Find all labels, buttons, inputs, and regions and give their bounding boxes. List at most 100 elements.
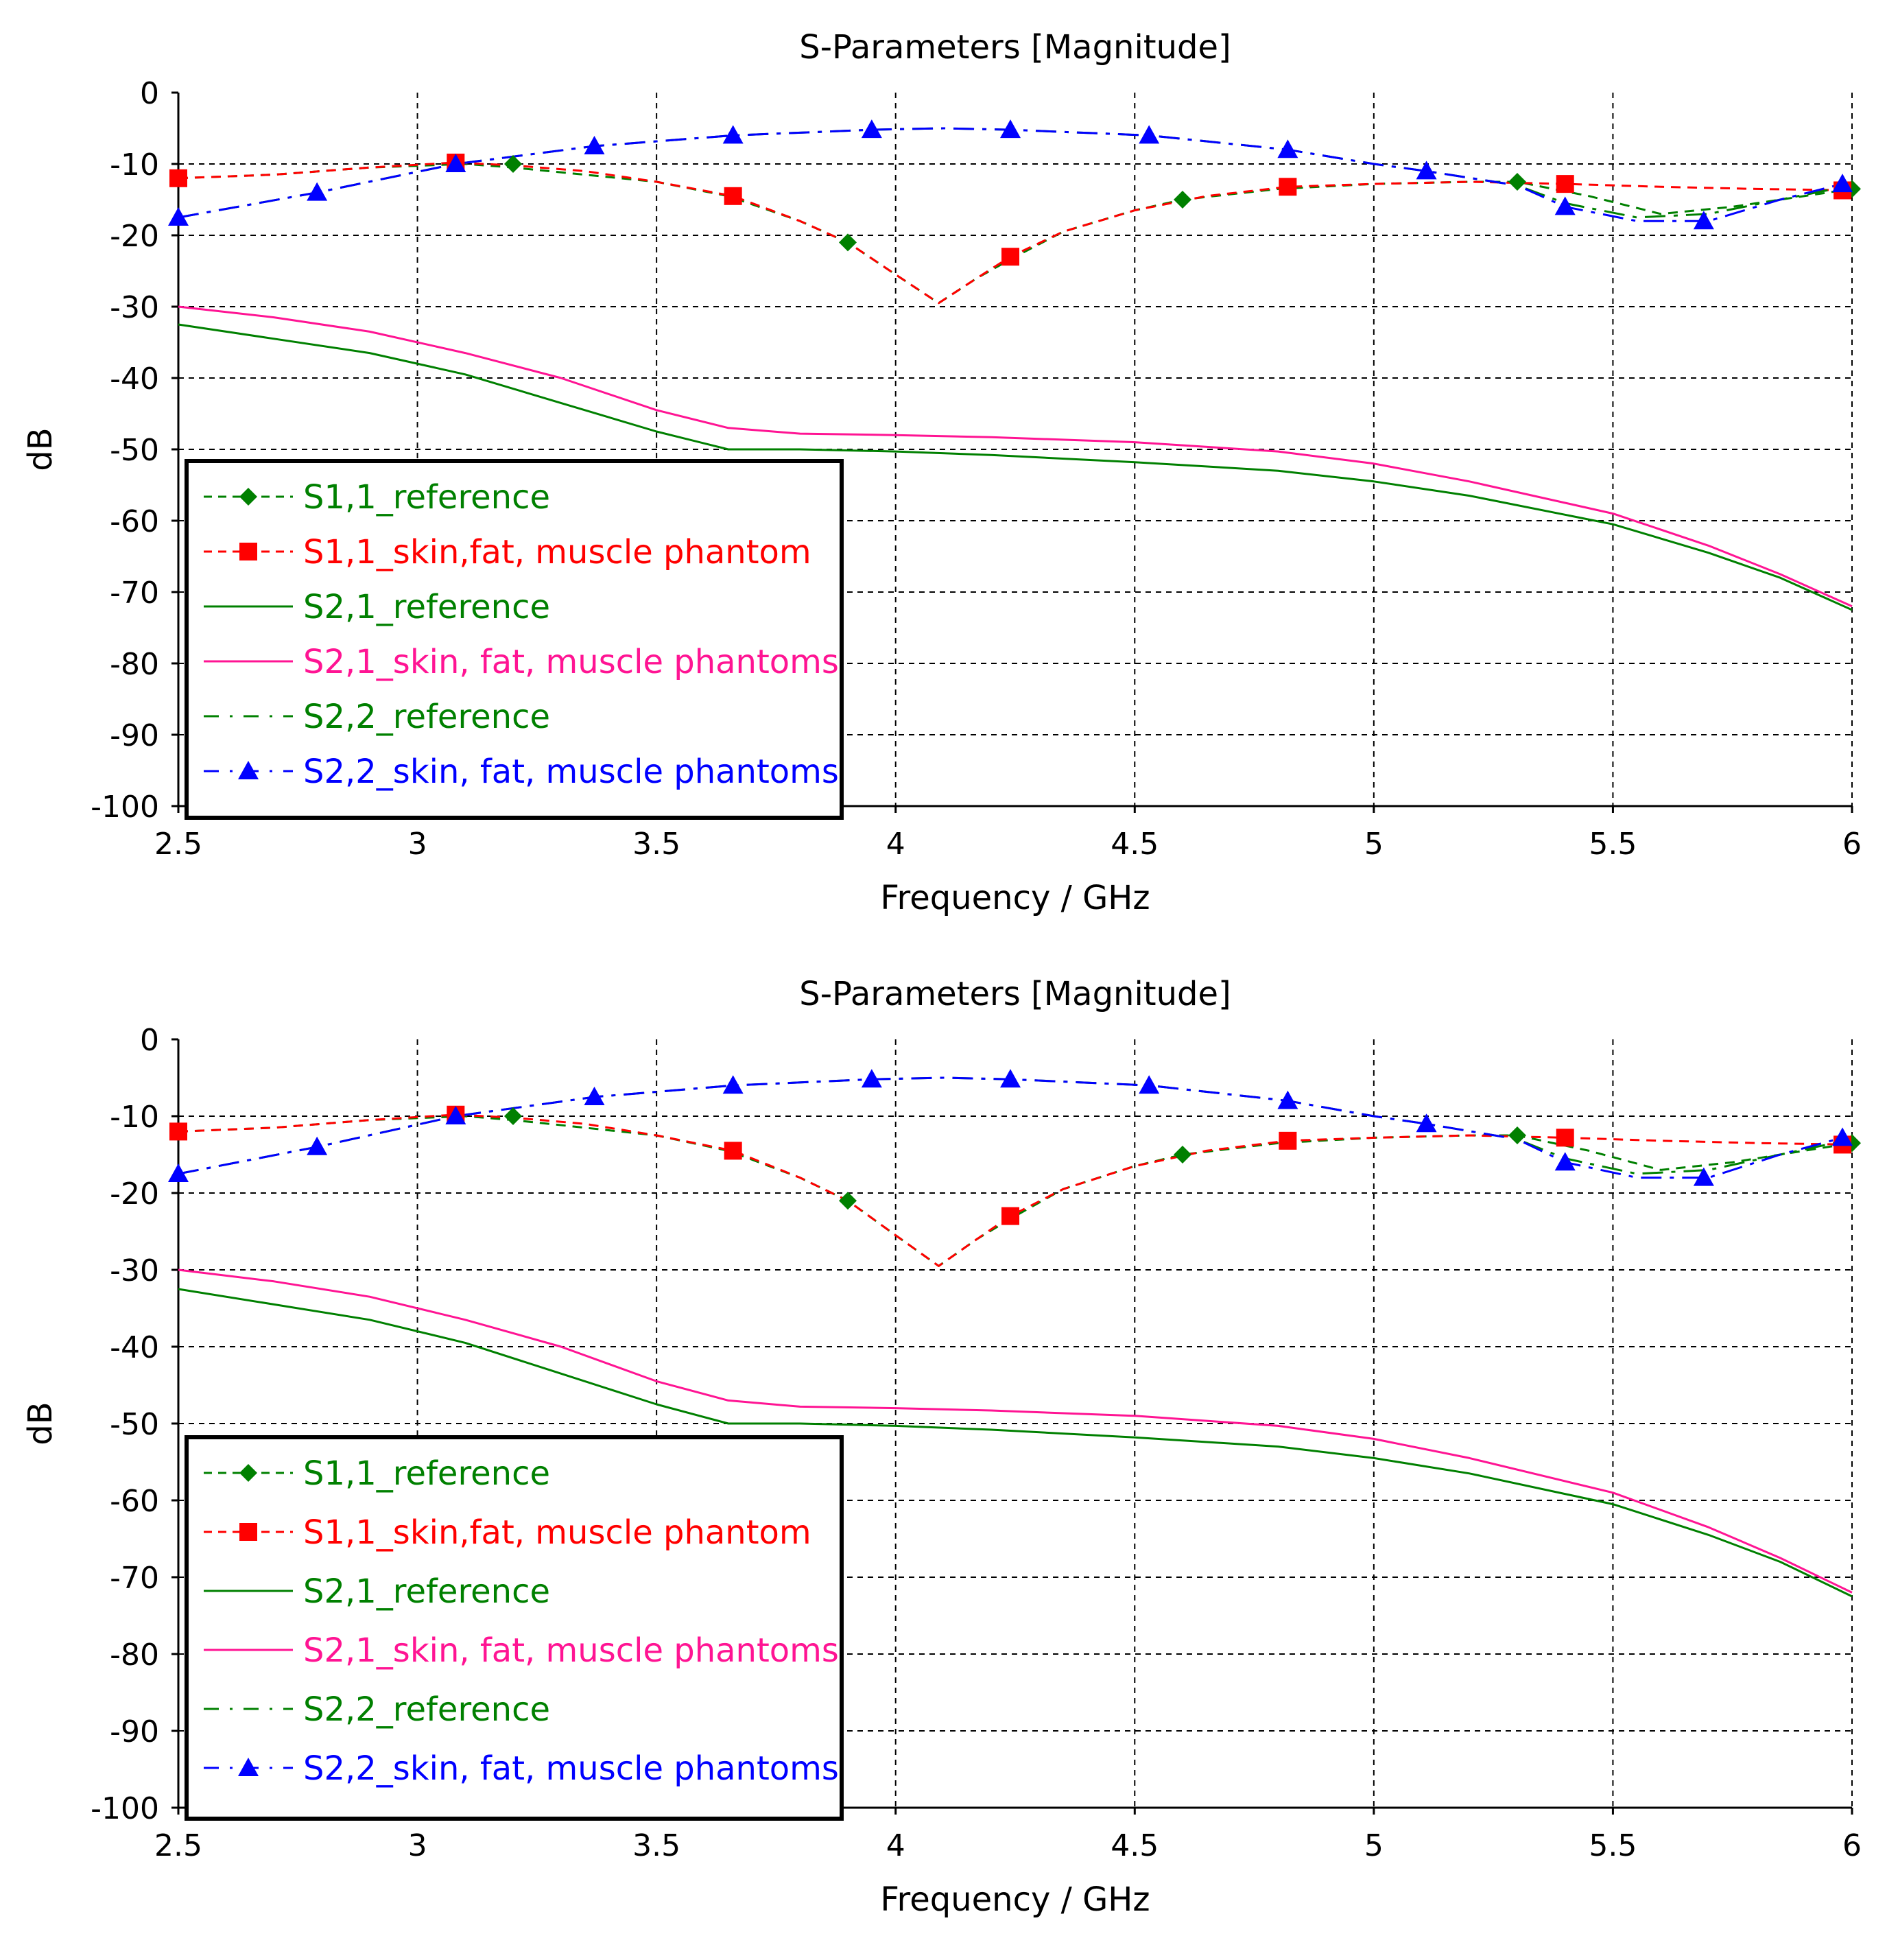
series-6-marker <box>1277 139 1298 158</box>
x-tick-label: 6 <box>1842 827 1862 862</box>
legend-label-5: S2,2_reference <box>303 698 550 736</box>
y-tick-label: -60 <box>110 504 159 539</box>
series-6-marker <box>168 207 189 226</box>
x-tick-label: 2.5 <box>154 827 202 862</box>
chart-title: S-Parameters [Magnitude] <box>799 975 1231 1013</box>
series-2-marker <box>169 1122 187 1141</box>
series-2-marker <box>1001 1207 1020 1225</box>
x-tick-label: 4 <box>886 1828 905 1863</box>
y-axis-label: dB <box>21 427 60 471</box>
y-tick-label: -40 <box>110 362 159 397</box>
series-2-marker <box>1556 175 1574 193</box>
legend-marker-6 <box>238 1758 259 1776</box>
y-tick-label: -20 <box>110 219 159 254</box>
series-1-marker <box>839 1192 857 1210</box>
y-tick-label: -80 <box>110 1638 159 1673</box>
series-6-marker <box>1000 119 1021 139</box>
legend-marker-6 <box>238 761 259 779</box>
series-1-marker <box>1508 173 1526 191</box>
series-1-marker <box>1174 191 1191 209</box>
x-tick-label: 5.5 <box>1589 827 1637 862</box>
series-6-marker <box>1832 1127 1853 1146</box>
y-tick-label: -90 <box>110 1714 159 1749</box>
y-tick-label: 0 <box>140 1023 159 1058</box>
x-tick-label: 4.5 <box>1111 1828 1159 1863</box>
series-line-1 <box>178 163 1853 305</box>
series-6-marker <box>861 1069 882 1088</box>
x-tick-label: 3 <box>408 1828 427 1863</box>
series-1-marker <box>504 1107 522 1125</box>
series-line-4 <box>178 1268 1853 1594</box>
legend-label-2: S1,1_skin,fat, muscle phantom <box>303 533 811 571</box>
legend-marker-1 <box>239 1464 257 1482</box>
x-tick-label: 2.5 <box>154 1828 202 1863</box>
y-tick-label: -60 <box>110 1484 159 1519</box>
y-tick-label: -10 <box>110 147 159 182</box>
legend-label-3: S2,1_reference <box>303 588 550 626</box>
series-6-marker <box>1693 211 1714 230</box>
series-6-marker <box>722 125 744 144</box>
y-tick-label: -70 <box>110 1561 159 1596</box>
legend-label-4: S2,1_skin, fat, muscle phantoms <box>303 643 839 681</box>
y-tick-label: -80 <box>110 647 159 682</box>
y-tick-label: -100 <box>91 1791 159 1826</box>
legend-marker-2 <box>239 1523 257 1541</box>
series-6-marker <box>445 154 466 172</box>
y-tick-label: -20 <box>110 1177 159 1212</box>
series-6-marker <box>1832 174 1853 193</box>
series-line-3 <box>178 323 1853 611</box>
x-tick-label: 6 <box>1842 1828 1862 1863</box>
y-tick-label: -70 <box>110 576 159 611</box>
legend-label-1: S1,1_reference <box>303 1454 550 1493</box>
legend-box <box>185 459 844 820</box>
series-6-marker <box>1416 161 1437 180</box>
series-line-2 <box>178 1113 1853 1267</box>
legend-label-4: S2,1_skin, fat, muscle phantoms <box>303 1631 839 1670</box>
chart-title: S-Parameters [Magnitude] <box>799 28 1231 67</box>
legend-label-3: S2,1_reference <box>303 1572 550 1611</box>
x-axis-label: Frequency / GHz <box>880 1880 1150 1919</box>
series-6-marker <box>584 1087 605 1105</box>
series-2-marker <box>169 169 187 187</box>
x-tick-label: 4.5 <box>1111 827 1159 862</box>
series-6-marker <box>168 1164 189 1182</box>
legend-label-5: S2,2_reference <box>303 1690 550 1729</box>
legend-marker-2 <box>239 543 257 560</box>
series-line-2 <box>178 161 1853 305</box>
x-axis-label: Frequency / GHz <box>880 879 1150 917</box>
series-line-4 <box>178 305 1853 608</box>
series-6-marker <box>307 1136 328 1155</box>
x-tick-label: 5 <box>1364 827 1384 862</box>
series-line-5 <box>178 1076 1853 1175</box>
series-1-marker <box>839 233 857 252</box>
series-6-marker <box>445 1106 466 1124</box>
series-1-marker <box>1508 1126 1526 1144</box>
series-2-marker <box>1001 248 1020 266</box>
y-tick-label: -90 <box>110 718 159 753</box>
series-2-marker <box>724 187 742 205</box>
series-line-5 <box>178 127 1853 219</box>
series-1-marker <box>504 155 522 173</box>
x-tick-label: 4 <box>886 827 905 862</box>
series-line-6 <box>178 1076 1843 1179</box>
legend-label-6: S2,2_skin, fat, muscle phantoms <box>303 1749 839 1788</box>
series-6-marker <box>1139 1075 1160 1094</box>
series-line-6 <box>178 127 1843 222</box>
series-2-marker <box>1279 178 1297 196</box>
legend-label-2: S1,1_skin,fat, muscle phantom <box>303 1513 811 1552</box>
series-6-marker <box>1139 125 1160 144</box>
series-line-3 <box>178 1288 1853 1598</box>
chart-panel-1: S-Parameters [Magnitude] 0 -10 -20 -30 -40 -50… <box>21 28 1862 917</box>
x-tick-label: 3.5 <box>632 827 680 862</box>
x-tick-label: 5 <box>1364 1828 1384 1863</box>
legend-marker-1 <box>239 488 257 506</box>
x-tick-label: 3.5 <box>632 1828 680 1863</box>
series-6-marker <box>1000 1069 1021 1088</box>
legend-label-1: S1,1_reference <box>303 478 550 517</box>
x-tick-label: 5.5 <box>1589 1828 1637 1863</box>
legend-box <box>185 1435 844 1821</box>
x-tick-label: 3 <box>408 827 427 862</box>
series-6-marker <box>584 136 605 154</box>
y-tick-label: -30 <box>110 290 159 325</box>
